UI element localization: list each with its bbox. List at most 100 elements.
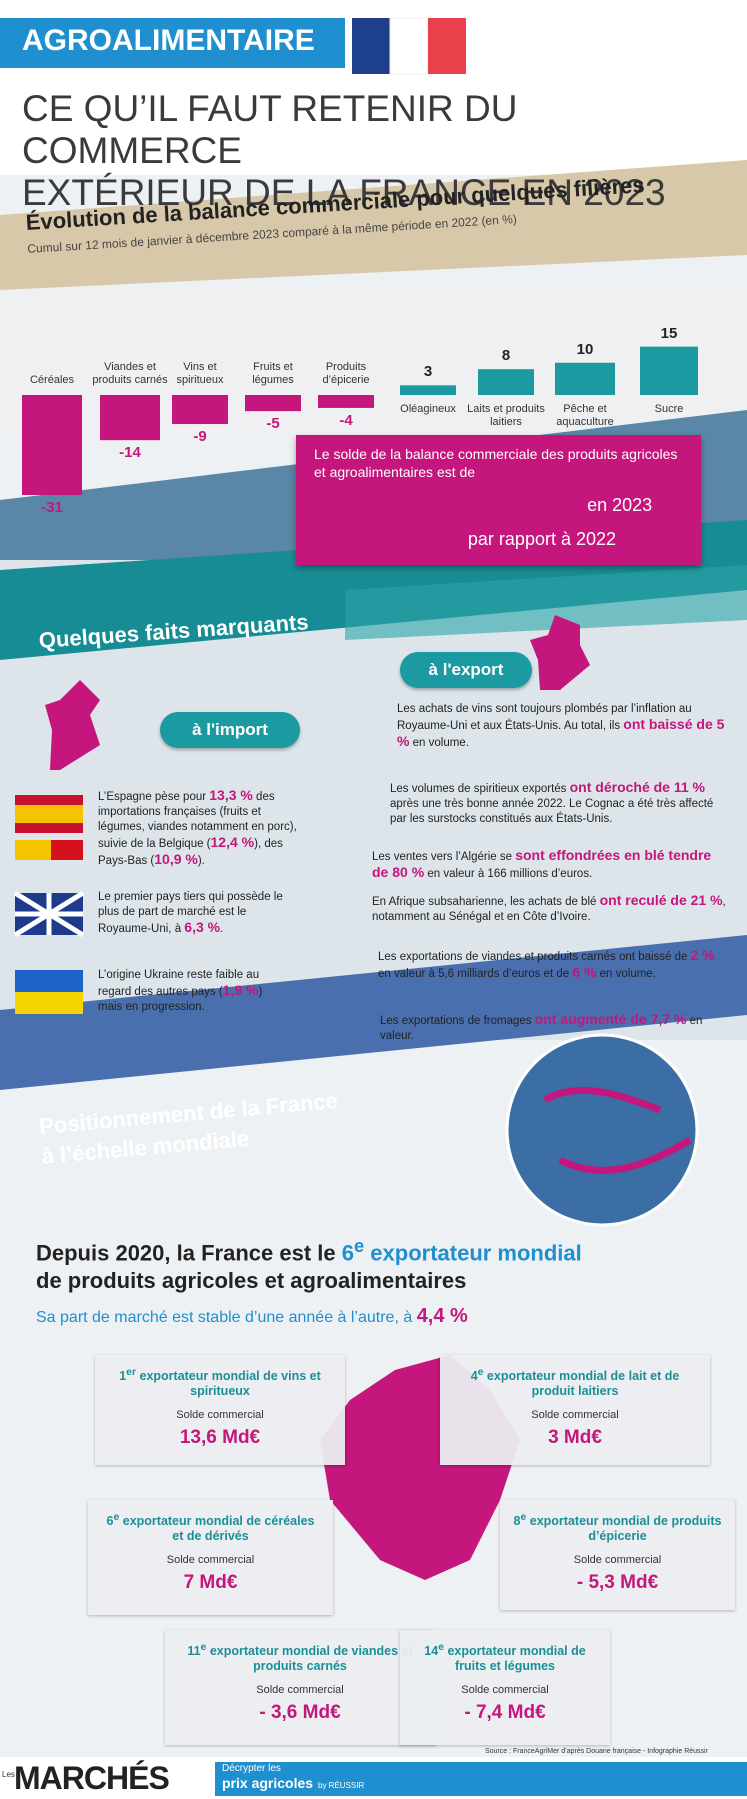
value-label: -4 bbox=[339, 411, 353, 429]
text-run: e bbox=[520, 1512, 527, 1523]
footer-band bbox=[215, 1762, 747, 1796]
value-label: 8 bbox=[501, 347, 511, 365]
text-run: en valeur à 5,6 milliards d’euros et de bbox=[378, 968, 573, 980]
category-label: Oléagineux bbox=[400, 403, 456, 415]
rank-card: 8e exportateur mondial de produits d’épi… bbox=[500, 1500, 735, 1610]
category-label: Laits et produits laitiers bbox=[467, 403, 545, 428]
tag: AGROALIMENTAIRE bbox=[22, 24, 315, 57]
highlight: 4,4 % bbox=[416, 1305, 468, 1327]
flag-belgium bbox=[15, 840, 51, 860]
export-fact: En Afrique subsaharienne, les achats de … bbox=[372, 893, 732, 925]
highlight: ont reculé de 21 % bbox=[599, 892, 723, 908]
value-label: 10 bbox=[576, 340, 594, 358]
balance: - 7,4 Md€ bbox=[464, 1702, 546, 1724]
highlight: sont effondrées en blé tendre de 80 % bbox=[372, 847, 712, 880]
highlight: exportateur mondial bbox=[364, 1240, 582, 1266]
value-label: -5 bbox=[266, 415, 280, 433]
text-run: e bbox=[113, 1512, 120, 1523]
bar-chart bbox=[22, 346, 698, 495]
balance-label: Solde commercial bbox=[531, 1409, 619, 1422]
summary-box: Le solde de la balance commerciale des p… bbox=[296, 435, 701, 565]
text-run: par rapport à 2022 bbox=[462, 529, 617, 549]
text-run: ) mais en progression. bbox=[98, 986, 263, 1013]
category-label: Céréales bbox=[29, 374, 75, 386]
balance: - 5,3 Md€ bbox=[576, 1572, 659, 1594]
flag-blue bbox=[352, 18, 390, 74]
rank-card: 14e exportateur mondial de fruits et lég… bbox=[400, 1630, 610, 1745]
facts-band-accent bbox=[345, 565, 747, 640]
title-line: EXTÉRIEUR DE LA FRANCE EN 2023 bbox=[22, 172, 666, 213]
category-label: Pêche et aquaculture bbox=[556, 403, 614, 428]
text-run: 4 bbox=[470, 1369, 478, 1384]
highlight: ont baissé de 5 % bbox=[397, 716, 725, 749]
main-title: CE QU’IL FAUT RETENIR DU COMMERCE EXTÉRI… bbox=[22, 88, 747, 214]
balance: 3 Md€ bbox=[548, 1427, 602, 1449]
highlight: 1,9 % bbox=[222, 982, 259, 998]
text-run: 6 bbox=[106, 1514, 114, 1529]
flag-uk-cross bbox=[13, 890, 85, 938]
by-line: by RÉUSSIR bbox=[318, 1781, 365, 1790]
rank-card: 4e exportateur mondial de lait et de pro… bbox=[440, 1355, 710, 1465]
category-label: Vins et spiritueux bbox=[176, 361, 224, 386]
summary-line: 5,318 milliards d’euros en 2023 bbox=[314, 491, 683, 517]
text-run: , notamment au Sénégal et en Côte d’Ivoi… bbox=[372, 896, 726, 923]
text-run: e bbox=[477, 1367, 484, 1378]
brand: MARCHÉS bbox=[14, 1760, 170, 1796]
balance: - 3,6 Md€ bbox=[259, 1702, 341, 1724]
highlight: ont déroché de 11 % bbox=[569, 779, 705, 795]
flag-white bbox=[389, 17, 429, 75]
text-run: des importations françaises (fruits et l… bbox=[98, 791, 297, 850]
bar bbox=[100, 395, 160, 441]
headline: Depuis 2020, la France est le 6e exporta… bbox=[36, 1232, 596, 1295]
balance-label: Solde commercial bbox=[573, 1554, 662, 1567]
text-run: exportateur mondial de vins et spiritueu… bbox=[136, 1369, 321, 1399]
bar bbox=[172, 395, 228, 425]
balance-label: Solde commercial bbox=[166, 1554, 255, 1567]
value-label: -31 bbox=[41, 499, 63, 516]
rank: 6e exportateur mondial de céréales et de… bbox=[100, 1510, 321, 1544]
text-run: de produits agricoles et agroalimentaire… bbox=[36, 1268, 467, 1294]
flag-ukraine bbox=[15, 970, 83, 992]
highlight: ont augmenté de 7,7 % bbox=[534, 1011, 687, 1027]
bar bbox=[318, 395, 374, 408]
rank-card: 1er exportateur mondial de vins et spiri… bbox=[95, 1355, 345, 1465]
highlight: 12,4 % bbox=[210, 834, 255, 850]
text-run: ), des Pays-Bas ( bbox=[98, 838, 283, 867]
position-band bbox=[0, 935, 747, 1090]
flag-ukraine-low bbox=[15, 992, 83, 1014]
text-run: Les ventes vers l’Algérie se bbox=[372, 851, 516, 863]
text-run: exportateur mondial de viandes et produi… bbox=[206, 1644, 413, 1674]
text-run: er bbox=[126, 1367, 137, 1378]
text-run: . bbox=[220, 923, 224, 935]
france-import bbox=[45, 680, 100, 770]
rank: 1er exportateur mondial de vins et spiri… bbox=[107, 1365, 333, 1399]
rank-card: 6e exportateur mondial de céréales et de… bbox=[88, 1500, 333, 1615]
text-run: 1 bbox=[119, 1369, 127, 1384]
text-run: Les exportations de viandes et produits … bbox=[378, 951, 691, 963]
text-run: 8 bbox=[513, 1514, 521, 1529]
import-fact: L’origine Ukraine reste faible au regard… bbox=[98, 968, 283, 1015]
highlight: 10,9 % bbox=[154, 851, 198, 867]
text-run: e bbox=[438, 1642, 444, 1653]
text-run: 14 bbox=[424, 1644, 439, 1659]
export-fact: Les ventes vers l’Algérie se sont effond… bbox=[372, 848, 722, 882]
balance-label: Solde commercial bbox=[176, 1409, 264, 1422]
text-run: L’origine Ukraine reste faible au regard… bbox=[98, 969, 260, 998]
import-fact: L’Espagne pèse pour 13,3 % des importati… bbox=[98, 788, 303, 869]
flag-spain-band bbox=[15, 805, 83, 823]
rank: 14e exportateur mondial de fruits et lég… bbox=[412, 1640, 598, 1674]
value-label: -9 bbox=[193, 428, 207, 446]
highlight: 6,3 % bbox=[184, 919, 221, 935]
export-pill: à l'export bbox=[400, 652, 532, 688]
text-run: après une très bonne année 2022. Le Cogn… bbox=[390, 798, 714, 825]
tagline: prix agricoles bbox=[222, 1775, 314, 1791]
title-line: CE QU’IL FAUT RETENIR DU COMMERCE bbox=[22, 88, 518, 171]
value-label: 15 bbox=[660, 324, 678, 342]
balance-label: Solde commercial bbox=[256, 1684, 344, 1697]
text-run: Sa part de marché est stable d’une année… bbox=[36, 1309, 417, 1326]
text-run: en volume. bbox=[409, 737, 469, 749]
text-run: en valeur à 166 millions d’euros. bbox=[424, 868, 593, 880]
text-run: en volume. bbox=[596, 968, 656, 980]
bar bbox=[478, 369, 534, 395]
highlight: 6 % bbox=[572, 964, 597, 980]
